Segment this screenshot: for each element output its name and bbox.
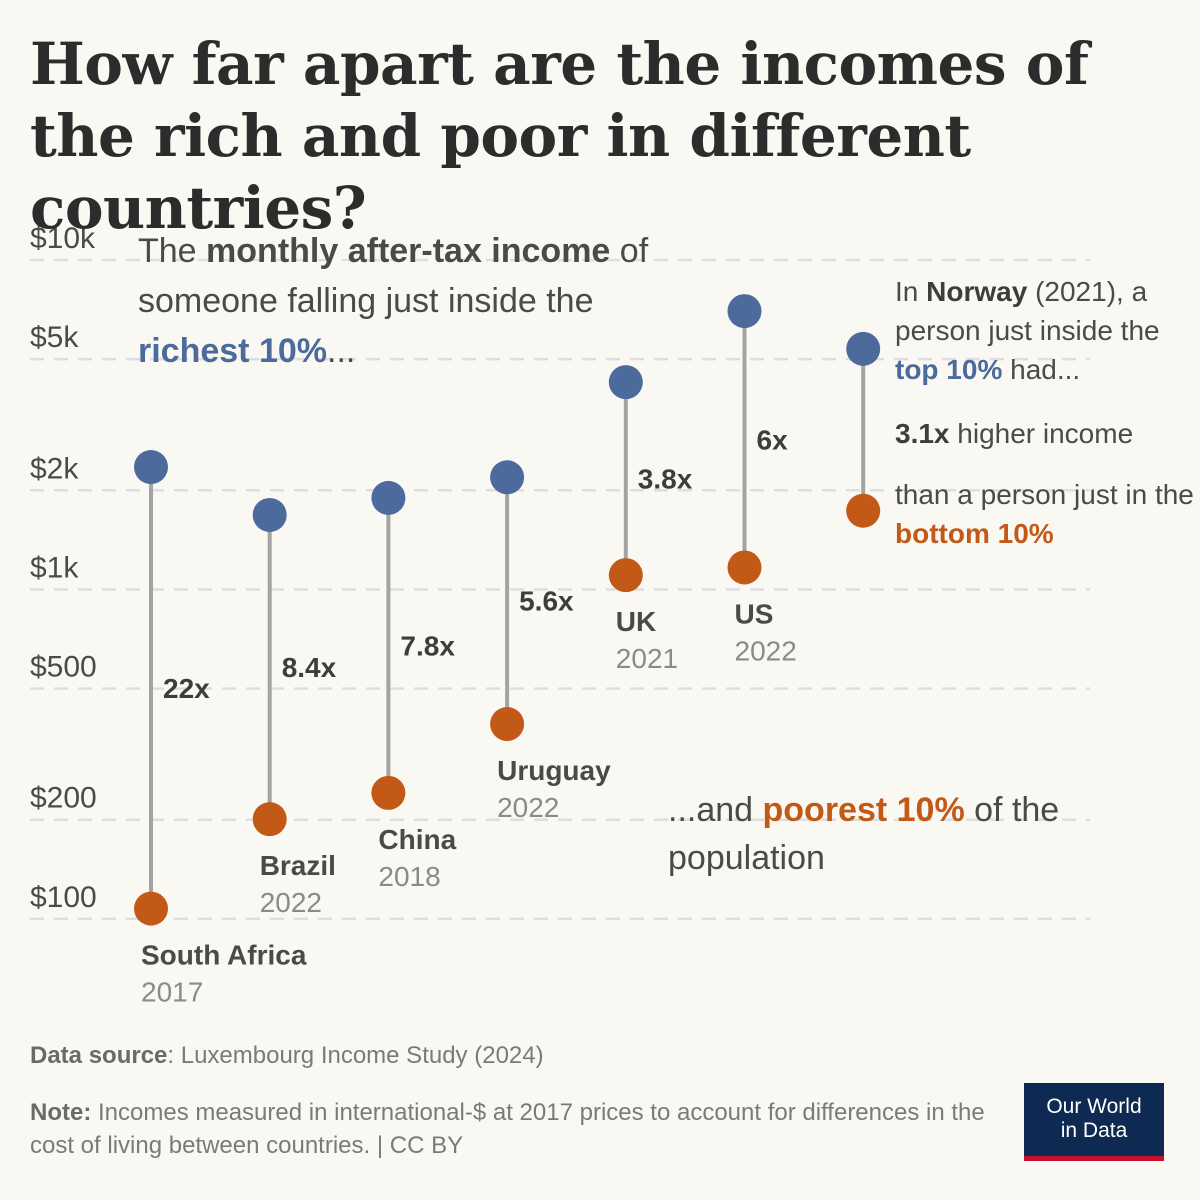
poorest-annotation: ...and poorest 10% of the population	[668, 786, 1088, 882]
owid-logo[interactable]: Our World in Data	[1024, 1083, 1164, 1161]
top-dot-3	[490, 460, 525, 495]
data-source: Data source: Luxembourg Income Study (20…	[30, 1042, 544, 1070]
poorest-text-2: of the population	[668, 791, 1060, 877]
norway-ratio-annotation: 3.1x higher income	[895, 414, 1195, 453]
bottom-dot-3	[490, 707, 525, 742]
bottom-dot-5	[727, 550, 762, 585]
footnote: Note: Incomes measured in international-…	[30, 1096, 990, 1162]
y-tick-label: $5k	[30, 321, 79, 354]
bottom-dot-0	[134, 891, 168, 926]
y-tick-label: $200	[30, 782, 97, 815]
intro-text-2: of someone falling just inside the	[138, 232, 649, 320]
ratio-label-0: 22x	[163, 673, 210, 704]
bottom-dot-6	[846, 493, 881, 528]
bottom-dot-4	[608, 558, 643, 593]
country-label-4: UK	[616, 606, 656, 637]
norway-bottom-annotation: than a person just in the bottom 10%	[895, 475, 1195, 553]
year-label-3: 2022	[497, 792, 559, 823]
norway-annotation: In Norway (2021), a person just inside t…	[895, 272, 1195, 389]
ratio-label-3: 5.6x	[519, 586, 574, 617]
logo-line-2: in Data	[1060, 1119, 1128, 1142]
year-label-2: 2018	[378, 861, 440, 892]
note-label: Note:	[30, 1099, 92, 1126]
ratio-label-1: 8.4x	[282, 652, 337, 683]
y-tick-label: $100	[30, 881, 97, 914]
top-dot-5	[727, 294, 762, 329]
year-label-5: 2022	[735, 635, 797, 666]
country-label-1: Brazil	[260, 850, 336, 881]
poorest-text-1: ...and	[668, 791, 763, 829]
norway-text-3: had...	[1002, 354, 1081, 385]
top-dot-2	[371, 480, 406, 515]
country-label-0: South Africa	[141, 940, 307, 971]
y-tick-label: $10k	[30, 222, 96, 255]
norway-country: Norway	[926, 276, 1028, 307]
norway-ratio-text: higher income	[949, 418, 1134, 449]
richest-annotation: The monthly after-tax income of someone …	[138, 226, 698, 376]
norway-text-2: (2021), a person just inside the	[895, 276, 1160, 346]
chart-title: How far apart are the incomes of the ric…	[30, 30, 1089, 242]
top-10-label: top 10%	[895, 354, 1003, 385]
norway-text-4: than a person just in the	[895, 479, 1194, 510]
top-dot-0	[134, 450, 168, 485]
top-dot-1	[252, 497, 287, 532]
source-text: : Luxembourg Income Study (2024)	[167, 1042, 544, 1069]
norway-text-1: In	[895, 276, 927, 307]
richest-label: richest 10%	[138, 332, 327, 370]
top-dot-4	[608, 365, 643, 400]
year-label-1: 2022	[260, 887, 322, 918]
poorest-label: poorest 10%	[762, 791, 965, 829]
year-label-4: 2021	[616, 643, 678, 674]
norway-ratio-value: 3.1x	[895, 418, 950, 449]
country-label-3: Uruguay	[497, 755, 611, 786]
ratio-label-2: 7.8x	[400, 630, 455, 661]
intro-text-1: The	[138, 232, 207, 270]
ratio-label-4: 3.8x	[638, 464, 693, 495]
y-tick-label: $2k	[30, 452, 79, 485]
y-tick-label: $1k	[30, 551, 79, 584]
y-tick-label: $500	[30, 651, 97, 684]
intro-text-3: ...	[327, 332, 356, 370]
ratio-label-5: 6x	[757, 424, 789, 455]
source-label: Data source	[30, 1042, 168, 1069]
country-label-5: US	[735, 598, 774, 629]
country-label-2: China	[378, 824, 456, 855]
year-label-0: 2017	[141, 977, 203, 1008]
logo-line-1: Our World	[1046, 1095, 1142, 1118]
bottom-dot-2	[371, 775, 406, 810]
bottom-10-label: bottom 10%	[895, 518, 1054, 549]
bottom-dot-1	[252, 802, 287, 837]
intro-bold-income: monthly after-tax income	[206, 232, 611, 270]
note-text: Incomes measured in international-$ at 2…	[30, 1099, 985, 1159]
top-dot-6	[846, 331, 881, 366]
